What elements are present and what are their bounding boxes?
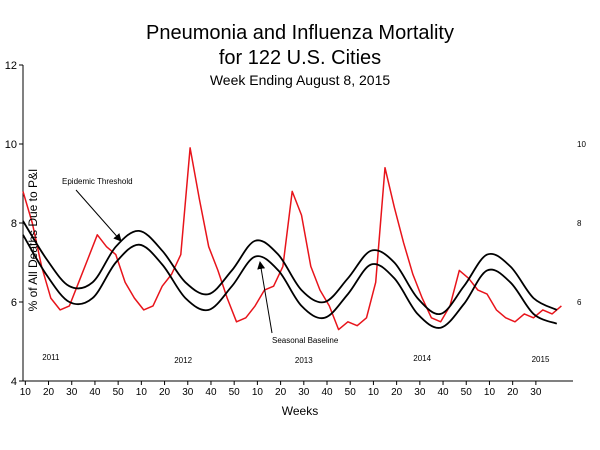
y-tick-label: 10 bbox=[5, 139, 17, 151]
x-tick-label: 10 bbox=[136, 387, 148, 398]
seasonal-baseline-arrow bbox=[257, 261, 273, 334]
x-tick-label: 50 bbox=[229, 387, 241, 398]
series-lines bbox=[22, 147, 562, 331]
x-tick-label: 20 bbox=[275, 387, 287, 398]
x-tick-label: 40 bbox=[89, 387, 101, 398]
tick-labels: 4 6 6 8 8 10 10 12 10 20 30 40 50 10 20 30 40 50 10 20 30 40 5… bbox=[5, 60, 587, 398]
x-tick-label: 50 bbox=[345, 387, 357, 398]
epidemic-threshold-arrow bbox=[75, 189, 122, 242]
chart-subtitle: Week Ending August 8, 2015 bbox=[209, 72, 391, 88]
x-tick-label: 10 bbox=[20, 387, 32, 398]
x-tick-label: 30 bbox=[530, 387, 542, 398]
y-tick-label: 8 bbox=[11, 218, 17, 230]
epidemic-threshold-label: Epidemic Threshold bbox=[62, 177, 133, 186]
y-tick-label-right: 8 bbox=[577, 219, 582, 228]
x-tick-label: 40 bbox=[437, 387, 449, 398]
series-observed-line bbox=[22, 147, 562, 331]
series-baseline-line bbox=[22, 234, 558, 329]
chart-title-line2: for 122 U.S. Cities bbox=[218, 47, 382, 69]
x-tick-label: 20 bbox=[43, 387, 55, 398]
x-tick-label: 40 bbox=[321, 387, 333, 398]
y-axis-label: % of All Deaths Due to P&I bbox=[26, 168, 40, 312]
x-tick-label: 30 bbox=[182, 387, 194, 398]
annotations: Epidemic Threshold Seasonal Baseline bbox=[62, 177, 339, 345]
x-tick-label: 30 bbox=[298, 387, 310, 398]
x-tick-label: 30 bbox=[414, 387, 426, 398]
year-label: 2011 bbox=[42, 353, 60, 362]
x-tick-label: 50 bbox=[113, 387, 125, 398]
x-tick-label: 50 bbox=[461, 387, 473, 398]
year-label: 2014 bbox=[413, 354, 431, 363]
x-tick-label: 10 bbox=[484, 387, 496, 398]
series-threshold-line bbox=[22, 220, 558, 316]
axes bbox=[19, 64, 573, 385]
x-tick-label: 10 bbox=[368, 387, 380, 398]
x-tick-label: 30 bbox=[66, 387, 78, 398]
x-tick-label: 20 bbox=[159, 387, 171, 398]
y-tick-label: 4 bbox=[11, 376, 17, 388]
y-tick-label: 12 bbox=[5, 60, 17, 72]
y-tick-label-right: 10 bbox=[577, 140, 586, 149]
x-axis-label: Weeks bbox=[281, 404, 319, 418]
year-label: 2012 bbox=[174, 356, 192, 365]
y-tick-label-right: 6 bbox=[577, 298, 582, 307]
x-tick-label: 20 bbox=[391, 387, 403, 398]
chart-title: Pneumonia and Influenza Mortality bbox=[146, 22, 454, 44]
seasonal-baseline-label: Seasonal Baseline bbox=[272, 336, 339, 345]
x-tick-label: 20 bbox=[507, 387, 519, 398]
y-tick-label: 6 bbox=[11, 297, 17, 309]
year-label: 2015 bbox=[532, 355, 550, 364]
year-label: 2013 bbox=[295, 356, 313, 365]
x-tick-label: 10 bbox=[252, 387, 264, 398]
x-tick-label: 40 bbox=[205, 387, 217, 398]
